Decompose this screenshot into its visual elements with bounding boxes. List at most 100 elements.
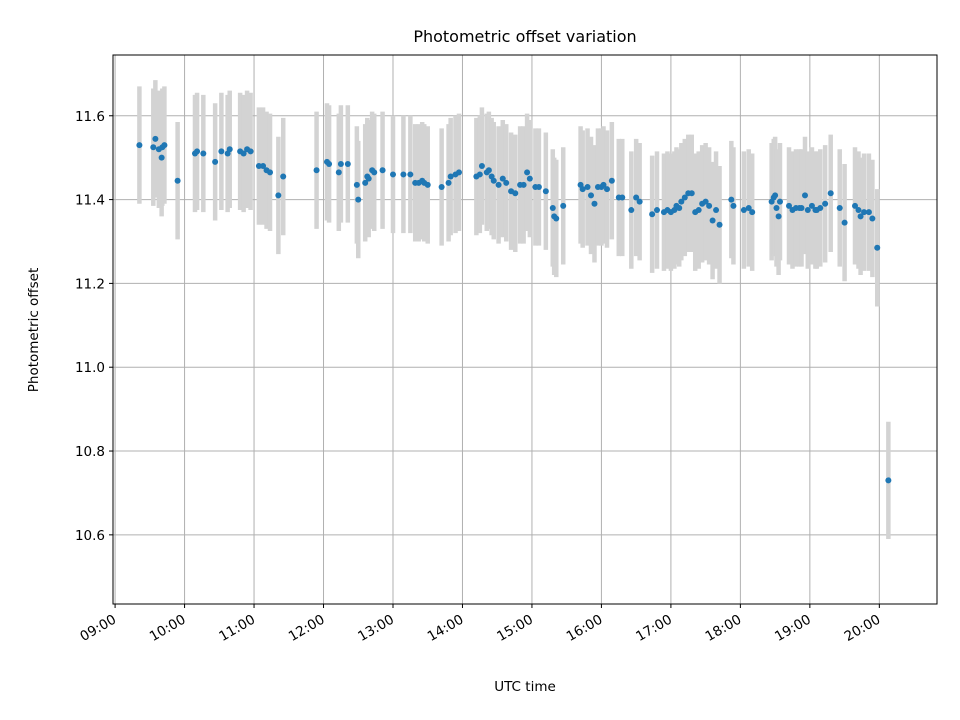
data-point — [855, 207, 862, 214]
data-point — [549, 204, 556, 211]
data-point — [240, 150, 247, 157]
data-point — [400, 171, 407, 178]
data-point — [775, 213, 782, 220]
data-point — [885, 477, 892, 484]
data-point — [485, 167, 492, 174]
data-points — [136, 135, 892, 484]
data-point — [275, 192, 282, 199]
data-point — [365, 175, 372, 182]
data-point — [218, 148, 225, 155]
data-point — [827, 190, 834, 197]
data-point — [608, 177, 615, 184]
chart-title: Photometric offset variation — [413, 27, 636, 46]
data-point — [355, 196, 362, 203]
data-point — [267, 169, 274, 176]
data-point — [158, 154, 165, 161]
data-point — [344, 160, 351, 167]
data-point — [702, 198, 709, 205]
data-point — [152, 135, 159, 142]
data-point — [584, 184, 591, 191]
data-point — [512, 190, 519, 197]
data-point — [200, 150, 207, 157]
data-point — [379, 167, 386, 174]
data-point — [194, 148, 201, 155]
data-point — [362, 179, 369, 186]
data-point — [337, 160, 344, 167]
plot-frame — [112, 54, 938, 605]
data-point — [822, 200, 829, 207]
data-point — [798, 204, 805, 211]
data-point — [695, 207, 702, 214]
y-axis-ticks: 10.6 10.8 11.0 11.2 11.4 11.6 — [75, 109, 113, 544]
data-point — [633, 194, 640, 201]
data-point — [255, 163, 262, 170]
data-point — [560, 202, 567, 209]
data-point — [326, 160, 333, 167]
y-tick-label: 11.2 — [75, 276, 105, 292]
y-tick-label: 11.6 — [75, 109, 105, 125]
data-point — [495, 181, 502, 188]
data-point — [524, 169, 531, 176]
data-point — [745, 204, 752, 211]
data-point — [801, 192, 808, 199]
data-point — [579, 186, 586, 193]
data-point — [588, 192, 595, 199]
data-point — [716, 221, 723, 228]
data-point — [424, 181, 431, 188]
data-point — [852, 202, 859, 209]
data-point — [841, 219, 848, 226]
data-point — [728, 196, 735, 203]
data-point — [499, 175, 506, 182]
data-point — [706, 202, 713, 209]
data-point — [455, 169, 462, 176]
data-point — [526, 175, 533, 182]
data-point — [804, 207, 811, 214]
data-point — [808, 202, 815, 209]
y-tick-label: 11.0 — [75, 360, 105, 376]
data-point — [678, 198, 685, 205]
data-point — [174, 177, 181, 184]
data-point — [740, 207, 747, 214]
data-point — [636, 198, 643, 205]
data-point — [857, 213, 864, 220]
data-point — [520, 181, 527, 188]
data-point — [676, 204, 683, 211]
data-point — [773, 204, 780, 211]
data-point — [447, 173, 454, 180]
data-point — [836, 204, 843, 211]
data-point — [591, 200, 598, 207]
data-point — [247, 148, 254, 155]
data-point — [628, 207, 635, 214]
data-point — [445, 179, 452, 186]
y-axis-label: Photometric offset — [26, 268, 42, 392]
data-point — [730, 202, 737, 209]
data-point — [869, 215, 876, 222]
data-point — [313, 167, 320, 174]
data-point — [503, 179, 510, 186]
data-point — [817, 204, 824, 211]
data-point — [865, 209, 872, 216]
data-point — [688, 190, 695, 197]
data-point — [478, 163, 485, 170]
data-point — [542, 188, 549, 195]
data-point — [353, 181, 360, 188]
data-point — [280, 173, 287, 180]
y-tick-label: 11.4 — [75, 193, 105, 209]
data-point — [861, 209, 868, 216]
x-axis-label: UTC time — [494, 679, 556, 695]
data-point — [654, 207, 661, 214]
y-tick-label: 10.8 — [75, 444, 105, 460]
data-point — [553, 215, 560, 222]
data-point — [335, 169, 342, 176]
data-point — [535, 184, 542, 191]
data-point — [260, 163, 267, 170]
data-point — [649, 211, 656, 218]
data-point — [438, 184, 445, 191]
data-point — [490, 177, 497, 184]
data-point — [681, 194, 688, 201]
data-point — [786, 202, 793, 209]
data-point — [407, 171, 414, 178]
data-point — [619, 194, 626, 201]
data-point — [772, 192, 779, 199]
